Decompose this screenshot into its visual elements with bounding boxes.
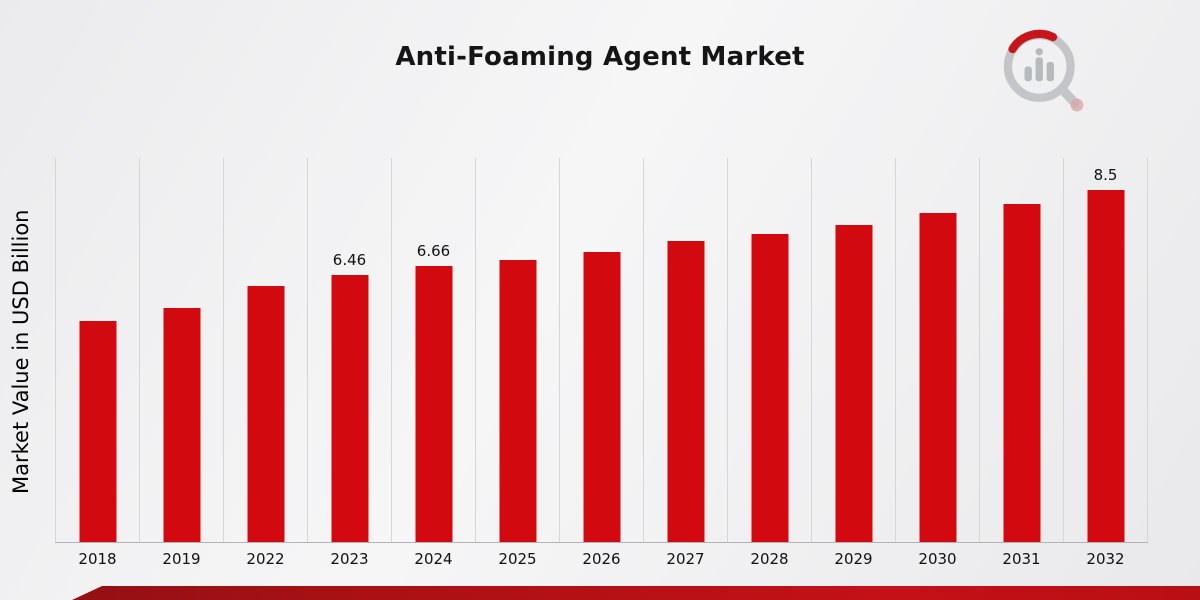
x-tick-label: 2019 xyxy=(162,550,201,568)
chart-column: 2026 xyxy=(559,158,643,568)
brand-logo-icon xyxy=(1003,29,1084,112)
x-tick-label: 2026 xyxy=(582,550,621,568)
bar-2032 xyxy=(1087,190,1124,542)
bar-2029 xyxy=(835,225,872,542)
x-tick-label: 2029 xyxy=(834,550,873,568)
x-tick-label: 2027 xyxy=(666,550,705,568)
bottom-ribbon xyxy=(0,586,1200,600)
x-tick-label: 2023 xyxy=(330,550,369,568)
bar-2030 xyxy=(919,213,956,542)
x-tick-label: 2028 xyxy=(750,550,789,568)
chart-title: Anti-Foaming Agent Market xyxy=(395,42,805,72)
bar-2027 xyxy=(667,241,704,542)
bar-value-label: 6.46 xyxy=(332,251,367,269)
chart-column: 6.46 2023 xyxy=(307,158,391,568)
bar-2023 xyxy=(331,275,368,542)
x-tick-label: 2024 xyxy=(414,550,453,568)
plot-area: 2018 2019 2022 6.46 2023 6.66 2024 2025 2026 2027… xyxy=(55,158,1148,568)
x-tick-label: 2031 xyxy=(1002,550,1041,568)
chart-column: 2025 xyxy=(475,158,559,568)
bar-2018 xyxy=(79,321,116,542)
chart-column: 8.5 2032 xyxy=(1063,158,1148,568)
chart-column: 2028 xyxy=(727,158,811,568)
bar-2022 xyxy=(247,286,284,542)
x-tick-label: 2022 xyxy=(246,550,285,568)
bar-2019 xyxy=(163,308,200,542)
x-tick-label: 2025 xyxy=(498,550,537,568)
chart-column: 6.66 2024 xyxy=(391,158,475,568)
chart-column: 2030 xyxy=(895,158,979,568)
x-tick-label: 2030 xyxy=(918,550,957,568)
bar-value-label: 8.5 xyxy=(1093,166,1118,184)
bar-2025 xyxy=(499,260,536,542)
chart-column: 2018 xyxy=(55,158,139,568)
bar-2031 xyxy=(1003,204,1040,542)
bar-2026 xyxy=(583,252,620,542)
bar-2024 xyxy=(415,266,452,542)
chart-column: 2022 xyxy=(223,158,307,568)
bar-value-label: 6.66 xyxy=(416,242,451,260)
y-axis-label: Market Value in USD Billion xyxy=(9,209,33,494)
bar-2028 xyxy=(751,234,788,542)
chart-column: 2031 xyxy=(979,158,1063,568)
chart-column: 2027 xyxy=(643,158,727,568)
chart-column: 2019 xyxy=(139,158,223,568)
x-tick-label: 2032 xyxy=(1086,550,1125,568)
x-tick-label: 2018 xyxy=(78,550,117,568)
chart-column: 2029 xyxy=(811,158,895,568)
